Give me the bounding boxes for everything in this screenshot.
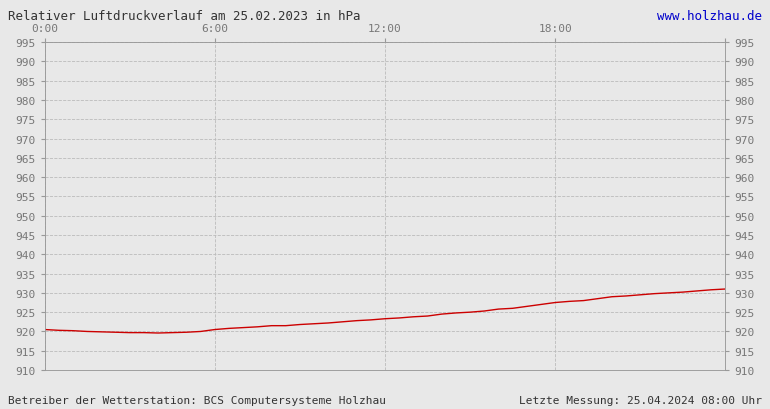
Text: www.holzhau.de: www.holzhau.de: [658, 10, 762, 23]
Text: Relativer Luftdruckverlauf am 25.02.2023 in hPa: Relativer Luftdruckverlauf am 25.02.2023…: [8, 10, 360, 23]
Text: Betreiber der Wetterstation: BCS Computersysteme Holzhau: Betreiber der Wetterstation: BCS Compute…: [8, 395, 386, 405]
Text: Letzte Messung: 25.04.2024 08:00 Uhr: Letzte Messung: 25.04.2024 08:00 Uhr: [519, 395, 762, 405]
